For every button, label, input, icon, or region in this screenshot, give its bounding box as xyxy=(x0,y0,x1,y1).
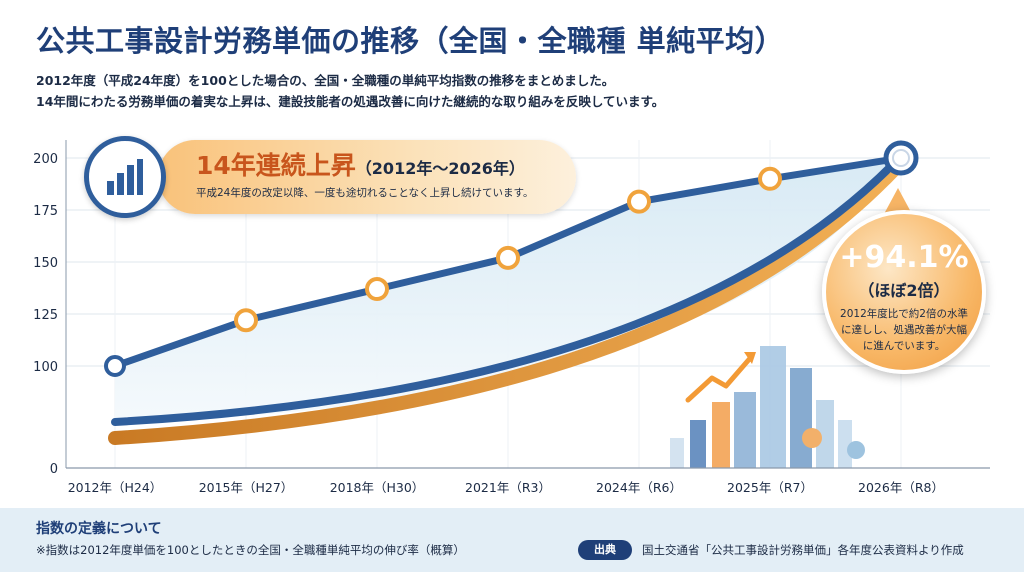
growth-desc-line: に達しし、処遇改善が大幅 xyxy=(841,323,967,336)
x-tick-label: 2026年（R8） xyxy=(858,480,944,495)
streak-subtext: 平成24年度の改定以降、一度も途切れることなく上昇し続けています。 xyxy=(196,187,534,199)
rising-ribbon-blue xyxy=(111,152,905,426)
data-point-inner xyxy=(892,149,910,167)
index-line-chart: 0 100 125 150 175 200 2012年（H24） 2015年（H27） 2018… xyxy=(33,140,990,495)
y-tick-label: 100 xyxy=(33,360,58,375)
building xyxy=(816,400,834,468)
y-tick-label: 150 xyxy=(33,256,58,271)
data-point xyxy=(496,245,520,270)
building xyxy=(838,420,852,468)
growth-percent: +94.1% xyxy=(839,240,969,275)
growth-desc-line: 2012年度比で約2倍の水準 xyxy=(840,308,968,320)
y-tick-label: 125 xyxy=(33,308,58,323)
streak-period: （2012年〜2026年） xyxy=(355,159,525,178)
building xyxy=(760,346,786,468)
streak-banner xyxy=(158,140,576,214)
data-point xyxy=(365,277,389,302)
building xyxy=(712,402,730,468)
building xyxy=(734,392,756,468)
growth-description: 2012年度比で約2倍の水準 に達しし、処遇改善が大幅 に進んでいます。 xyxy=(826,307,982,354)
tree-icon xyxy=(847,441,865,459)
y-tick-label: 175 xyxy=(33,204,58,219)
growth-approx: （ほぼ2倍） xyxy=(858,281,950,300)
source-label: 出典 xyxy=(578,540,632,560)
growth-callout: +94.1% （ほぼ2倍） 2012年度比で約2倍の水準 に達しし、処遇改善が大… xyxy=(822,210,986,374)
footer-band xyxy=(0,508,1024,572)
data-point xyxy=(627,189,651,214)
callout-pointer xyxy=(884,188,912,214)
trend-arrow-icon xyxy=(685,353,755,403)
streak-title: 14年連続上昇（2012年〜2026年） xyxy=(196,146,525,182)
data-point xyxy=(104,355,126,377)
building xyxy=(670,438,684,468)
x-tick-label: 2018年（H30） xyxy=(330,480,425,495)
rising-ribbon xyxy=(108,155,908,445)
streak-main: 14年連続上昇 xyxy=(196,151,356,180)
area-fill xyxy=(115,158,901,420)
source-text: 国土交通省「公共工事設計労務単価」各年度公表資料より作成 xyxy=(642,543,964,557)
tree-icon xyxy=(802,428,822,448)
y-tick-label: 200 xyxy=(33,152,58,167)
data-point xyxy=(234,308,258,333)
x-tick-label: 2021年（R3） xyxy=(465,480,551,495)
x-tick-label: 2015年（H27） xyxy=(199,480,294,495)
x-tick-label: 2025年（R7） xyxy=(727,480,813,495)
data-point xyxy=(758,166,782,191)
y-tick-label: 0 xyxy=(50,462,58,477)
building xyxy=(690,420,706,468)
arrow-head-icon xyxy=(744,352,756,364)
x-tick-label: 2012年（H24） xyxy=(68,480,163,495)
definition-title: 指数の定義について xyxy=(36,521,162,537)
lead-text-2: 14年間にわたる労務単価の着実な上昇は、建設技能者の処遇改善に向けた継続的な取り… xyxy=(36,94,665,109)
growth-desc-line: に進んでいます。 xyxy=(862,339,946,352)
page-title: 公共工事設計労務単価の推移（全国・全職種 単純平均） xyxy=(36,24,785,58)
building xyxy=(790,368,812,468)
x-tick-label: 2024年（R6） xyxy=(596,480,682,495)
bar-chart-icon xyxy=(84,136,166,218)
city-illustration xyxy=(670,346,865,468)
definition-note: ※指数は2012年度単価を100としたときの全国・全職種単純平均の伸び率（概算） xyxy=(36,543,465,557)
lead-text-1: 2012年度（平成24年度）を100とした場合の、全国・全職種の単純平均指数の推… xyxy=(36,73,615,88)
